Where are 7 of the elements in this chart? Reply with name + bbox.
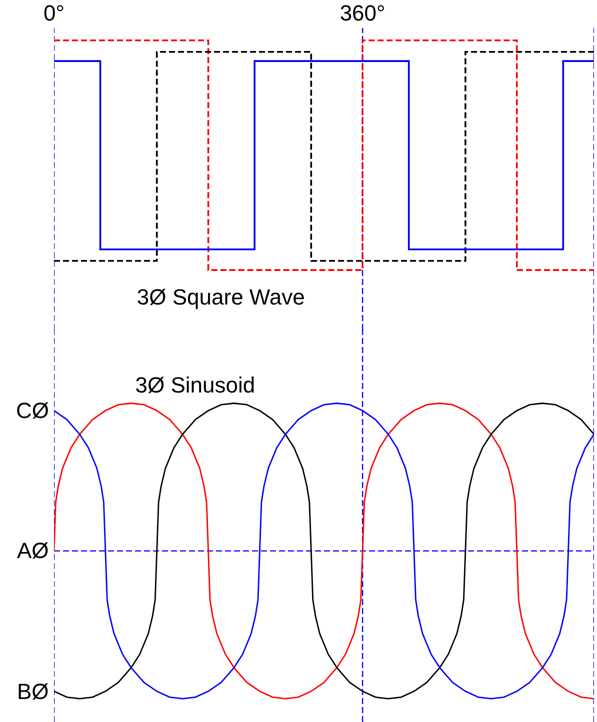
x-tick-label: 360° — [340, 0, 386, 26]
series-label: CØ — [16, 398, 49, 423]
text: 3Ø Square Wave — [136, 284, 305, 310]
series-label: BØ — [17, 679, 49, 704]
series-label: AØ — [17, 538, 49, 563]
x-tick-label: 0° — [43, 0, 65, 26]
chart-title: 3Ø Sinusoid — [135, 372, 256, 398]
